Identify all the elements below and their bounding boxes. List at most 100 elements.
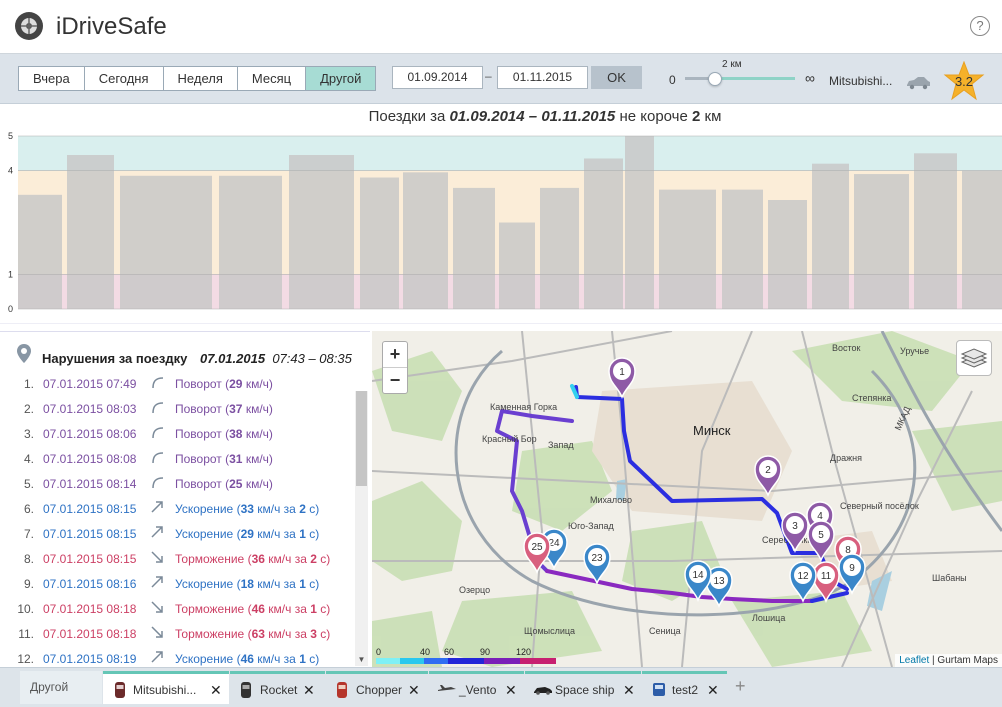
map-place-label: Лошица	[752, 613, 785, 623]
apply-button[interactable]: OK	[591, 66, 642, 89]
map-marker[interactable]: 25	[523, 532, 551, 575]
violations-title: Нарушения за поездку	[42, 351, 188, 366]
period-button-custom[interactable]: Другой	[306, 67, 376, 90]
chart-bar[interactable]	[453, 187, 495, 309]
chart-bar[interactable]	[360, 177, 399, 309]
trip-map[interactable]: Минск Каменная Горка Красный Бор Запад Михал…	[372, 331, 1002, 667]
marker-number: 13	[713, 576, 725, 587]
violation-datetime[interactable]: 07.01.2015 08:06	[43, 427, 137, 441]
period-button-today[interactable]: Сегодня	[84, 67, 164, 90]
map-marker[interactable]: 3	[781, 511, 809, 554]
chart-bar[interactable]	[768, 200, 807, 309]
violation-row[interactable]: 10. 07.01.2015 08:18 Торможение (46 км/ч з…	[0, 601, 355, 627]
violation-datetime[interactable]: 07.01.2015 08:08	[43, 452, 137, 466]
marker-number: 9	[849, 563, 855, 574]
violation-datetime[interactable]: 07.01.2015 08:03	[43, 402, 137, 416]
chart-bar[interactable]	[67, 155, 114, 309]
leaflet-link[interactable]: Leaflet	[899, 655, 930, 666]
tab-mitsubishi[interactable]: Mitsubishi... ✕	[103, 671, 229, 704]
chart-bar[interactable]	[625, 136, 654, 309]
tab-other[interactable]: Другой	[20, 671, 102, 704]
tab-close-icon[interactable]: ✕	[707, 682, 719, 698]
tab-rocket[interactable]: Rocket ✕	[230, 671, 325, 704]
chart-bar[interactable]	[812, 163, 849, 309]
violations-trip-date: 07.01.2015 07:43 – 08:35	[200, 351, 352, 366]
map-marker[interactable]: 23	[583, 543, 611, 586]
violation-datetime[interactable]: 07.01.2015 08:19	[43, 652, 137, 666]
tab-space-ship[interactable]: Space ship ✕	[525, 671, 641, 704]
violation-row[interactable]: 1. 07.01.2015 07:49 Поворот (29 км/ч)	[0, 377, 355, 402]
help-icon[interactable]: ?	[970, 16, 990, 36]
tab-test2[interactable]: test2 ✕	[642, 671, 727, 704]
chart-bar[interactable]	[584, 158, 623, 309]
tab-close-icon[interactable]: ✕	[623, 682, 635, 698]
period-button-month[interactable]: Месяц	[237, 67, 307, 90]
violation-row[interactable]: 2. 07.01.2015 08:03 Поворот (37 км/ч)	[0, 402, 355, 427]
violations-scrollbar[interactable]	[355, 391, 368, 666]
chart-bar[interactable]	[722, 189, 763, 309]
chart-bar[interactable]	[499, 222, 535, 310]
violation-datetime[interactable]: 07.01.2015 08:18	[43, 627, 137, 641]
scroll-down-arrow-icon[interactable]: ▼	[357, 655, 366, 664]
vehicle-name[interactable]: Mitsubishi...	[829, 74, 893, 88]
violation-row[interactable]: 8. 07.01.2015 08:15 Торможение (36 км/ч за…	[0, 551, 355, 577]
violation-datetime[interactable]: 07.01.2015 08:14	[43, 477, 137, 491]
map-canvas[interactable]: Минск Каменная Горка Красный Бор Запад Михал…	[372, 331, 1002, 667]
chart-bar[interactable]	[914, 153, 957, 309]
legend-tick-label: 60	[444, 647, 454, 657]
map-marker[interactable]: 12	[789, 561, 817, 604]
tab-close-icon[interactable]: ✕	[210, 682, 222, 698]
legend-tick-label: 120	[516, 647, 531, 657]
map-marker[interactable]: 14	[684, 560, 712, 603]
chart-bar[interactable]	[18, 194, 62, 309]
violation-row[interactable]: 6. 07.01.2015 08:15 Ускорение (33 км/ч за …	[0, 501, 355, 527]
chart-bar[interactable]	[403, 172, 448, 309]
violation-datetime[interactable]: 07.01.2015 08:18	[43, 602, 137, 616]
tab-close-icon[interactable]: ✕	[303, 682, 315, 698]
map-marker[interactable]: 2	[754, 455, 782, 498]
violation-row[interactable]: 5. 07.01.2015 08:14 Поворот (25 км/ч)	[0, 477, 355, 502]
scrollbar-thumb[interactable]	[356, 391, 367, 486]
marker-badge	[811, 506, 829, 524]
violation-end: с)	[305, 652, 320, 666]
map-marker[interactable]: 9	[838, 553, 866, 596]
zoom-in-button[interactable]: +	[383, 342, 407, 368]
distance-slider-thumb[interactable]	[708, 72, 722, 86]
distance-slider-track[interactable]	[685, 77, 795, 80]
date-from-input[interactable]: 01.09.2014	[392, 66, 483, 89]
map-marker[interactable]: 5	[807, 520, 835, 563]
tab-vento[interactable]: _Vento ✕	[429, 671, 524, 704]
violation-datetime[interactable]: 07.01.2015 07:49	[43, 377, 137, 391]
violation-datetime[interactable]: 07.01.2015 08:16	[43, 577, 137, 591]
period-button-week[interactable]: Неделя	[163, 67, 238, 90]
violation-datetime[interactable]: 07.01.2015 08:15	[43, 502, 137, 516]
chart-bar[interactable]	[854, 174, 909, 309]
date-to-input[interactable]: 01.11.2015	[497, 66, 588, 89]
chart-bar[interactable]	[289, 155, 354, 309]
zoom-out-button[interactable]: −	[389, 370, 401, 390]
chart-bar[interactable]	[219, 175, 282, 309]
chart-bar[interactable]	[540, 187, 579, 309]
map-marker[interactable]: 1	[608, 357, 636, 400]
violation-row[interactable]: 12. 07.01.2015 08:19 Ускорение (46 км/ч за…	[0, 651, 355, 667]
violation-row[interactable]: 7. 07.01.2015 08:15 Ускорение (29 км/ч за …	[0, 526, 355, 552]
period-button-yesterday[interactable]: Вчера	[19, 67, 85, 90]
chart-bar[interactable]	[962, 170, 1002, 309]
tab-close-icon[interactable]: ✕	[408, 682, 420, 698]
violation-datetime[interactable]: 07.01.2015 08:15	[43, 552, 137, 566]
violation-row[interactable]: 9. 07.01.2015 08:16 Ускорение (18 км/ч за …	[0, 576, 355, 602]
tab-chopper[interactable]: Chopper ✕	[326, 671, 428, 704]
violation-row[interactable]: 11. 07.01.2015 08:18 Торможение (63 км/ч з…	[0, 626, 355, 652]
tab-close-icon[interactable]: ✕	[505, 682, 517, 698]
violation-row[interactable]: 4. 07.01.2015 08:08 Поворот (31 км/ч)	[0, 452, 355, 477]
violation-datetime[interactable]: 07.01.2015 08:15	[43, 527, 137, 541]
chart-bar[interactable]	[659, 189, 716, 309]
chart-bar[interactable]	[120, 175, 212, 309]
map-marker[interactable]: 13	[705, 566, 733, 609]
map-marker[interactable]: 11	[812, 561, 840, 604]
add-tab-button[interactable]: +	[735, 676, 746, 696]
legend-color-segment	[400, 658, 424, 664]
layers-button[interactable]	[956, 340, 992, 376]
violation-row[interactable]: 3. 07.01.2015 08:06 Поворот (38 км/ч)	[0, 427, 355, 452]
